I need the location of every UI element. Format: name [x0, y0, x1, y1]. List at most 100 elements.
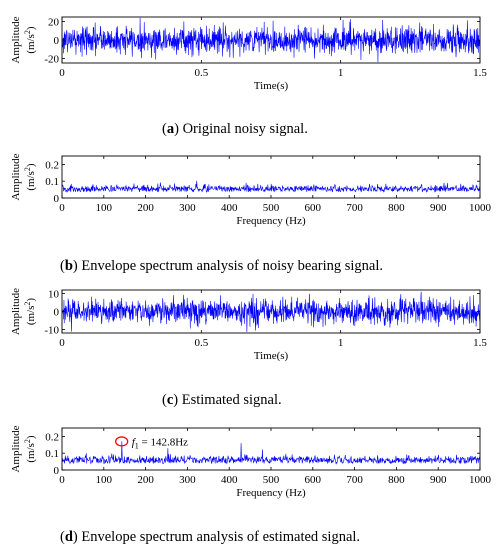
- x-tick-label: 1000: [469, 474, 492, 486]
- unit-superscript: 2: [23, 30, 32, 34]
- annotation-value: = 142.8Hz: [139, 436, 188, 448]
- y-axis-unit: (m/s2): [23, 163, 37, 191]
- x-tick-label: 400: [221, 474, 238, 486]
- y-tick-label: 0: [54, 35, 60, 47]
- y-axis-label: Amplitude: [10, 153, 22, 200]
- x-tick-label: 800: [388, 474, 405, 486]
- y-tick-label: -20: [44, 53, 59, 65]
- y-tick-label: 0: [54, 465, 60, 477]
- panel-d: 0 100 200 300 400 500 600 700 800 900 1000 0 0.1 0.2 F…: [10, 425, 492, 545]
- caption-paren-open: (: [162, 121, 167, 137]
- x-tick-label: 200: [137, 202, 154, 214]
- x-tick-label: 1.5: [473, 337, 487, 349]
- x-axis-label: Frequency (Hz): [236, 487, 306, 499]
- x-tick-label: 500: [263, 474, 280, 486]
- caption-paren-close: ): [73, 529, 78, 545]
- x-tick-label: 0: [59, 202, 65, 214]
- panel-caption: (b) Envelope spectrum analysis of noisy …: [60, 258, 383, 274]
- x-tick-label: 800: [388, 202, 405, 214]
- y-tick-label: 10: [48, 289, 60, 301]
- x-tick-label: 1: [338, 337, 344, 349]
- x-tick-label: 100: [96, 474, 113, 486]
- y-axis-label: Amplitude: [10, 16, 22, 63]
- x-axis-label: Time(s): [254, 80, 289, 92]
- x-tick-label: 600: [305, 474, 322, 486]
- x-tick-label: 900: [430, 202, 447, 214]
- y-axis-unit: (m/s2): [23, 298, 37, 326]
- panel-b: 0 100 200 300 400 500 600 700 800 900 1000 0 0.1 0.2 F…: [10, 153, 492, 274]
- x-tick-label: 1000: [469, 202, 492, 214]
- unit-close: ): [25, 298, 37, 302]
- unit-base: (m/s: [25, 171, 37, 191]
- annotation-symbol: f: [132, 436, 137, 448]
- unit-close: ): [25, 163, 37, 167]
- panel-caption: (c) Estimated signal.: [162, 392, 282, 408]
- annotation-subscript: 1: [135, 441, 139, 450]
- caption-paren-open: (: [60, 258, 65, 274]
- y-axis-unit: (m/s2): [23, 435, 37, 463]
- axes-frame: [61, 16, 481, 64]
- y-axis-unit: (m/s2): [23, 26, 37, 54]
- y-tick-label: 0.2: [45, 159, 59, 171]
- x-tick-label: 300: [179, 474, 196, 486]
- x-tick-label: 700: [346, 474, 363, 486]
- caption-letter: c: [167, 392, 174, 408]
- series-line: [62, 441, 480, 465]
- x-tick-label: 1: [338, 67, 344, 79]
- caption-text: Envelope spectrum analysis of noisy bear…: [78, 258, 383, 274]
- x-tick-label: 0: [59, 474, 65, 486]
- series-line: [62, 291, 480, 332]
- caption-paren-close: ): [174, 121, 179, 137]
- y-axis-label: Amplitude: [10, 288, 22, 335]
- caption-text: Original noisy signal.: [179, 121, 308, 137]
- x-tick-label: 200: [137, 474, 154, 486]
- caption-letter: d: [65, 529, 73, 545]
- x-tick-label: 400: [221, 202, 238, 214]
- x-tick-label: 700: [346, 202, 363, 214]
- unit-base: (m/s: [25, 306, 37, 326]
- x-axis-label: Frequency (Hz): [236, 215, 306, 227]
- caption-text: Envelope spectrum analysis of estimated …: [78, 529, 360, 545]
- unit-superscript: 2: [23, 302, 32, 306]
- y-tick-label: 0: [54, 307, 60, 319]
- caption-paren-open: (: [162, 392, 167, 408]
- peak-marker-circle: [115, 436, 129, 447]
- x-tick-label: 0.5: [194, 337, 208, 349]
- x-tick-label: 100: [96, 202, 113, 214]
- caption-paren-open: (: [60, 529, 65, 545]
- unit-superscript: 2: [23, 439, 32, 443]
- peak-annotation: f1 = 142.8Hz: [132, 436, 188, 450]
- caption-paren-close: ): [73, 258, 78, 274]
- caption-paren-close: ): [173, 392, 178, 408]
- y-tick-label: 0: [54, 193, 60, 205]
- x-tick-label: 300: [179, 202, 196, 214]
- axes-frame: [61, 427, 481, 471]
- caption-letter: a: [167, 121, 175, 137]
- unit-base: (m/s: [25, 443, 37, 463]
- y-tick-label: 0.1: [45, 448, 59, 460]
- series-line: [62, 17, 480, 63]
- y-tick-label: 20: [48, 17, 60, 29]
- y-axis-label: Amplitude: [10, 425, 22, 472]
- caption-text: Estimated signal.: [178, 392, 282, 408]
- panel-caption: (d) Envelope spectrum analysis of estima…: [60, 529, 360, 545]
- x-tick-label: 900: [430, 474, 447, 486]
- x-tick-label: 0: [59, 67, 65, 79]
- x-tick-label: 0.5: [194, 67, 208, 79]
- y-tick-label: 0.1: [45, 176, 59, 188]
- x-tick-label: 0: [59, 337, 65, 349]
- unit-close: ): [25, 435, 37, 439]
- y-tick-label: 0.2: [45, 431, 59, 443]
- y-tick-label: -10: [44, 324, 59, 336]
- x-tick-label: 600: [305, 202, 322, 214]
- x-tick-label: 500: [263, 202, 280, 214]
- x-tick-label: 1.5: [473, 67, 487, 79]
- unit-superscript: 2: [23, 167, 32, 171]
- unit-close: ): [25, 26, 37, 30]
- unit-base: (m/s: [25, 34, 37, 54]
- x-axis-label: Time(s): [254, 350, 289, 362]
- axes-frame: [61, 155, 481, 199]
